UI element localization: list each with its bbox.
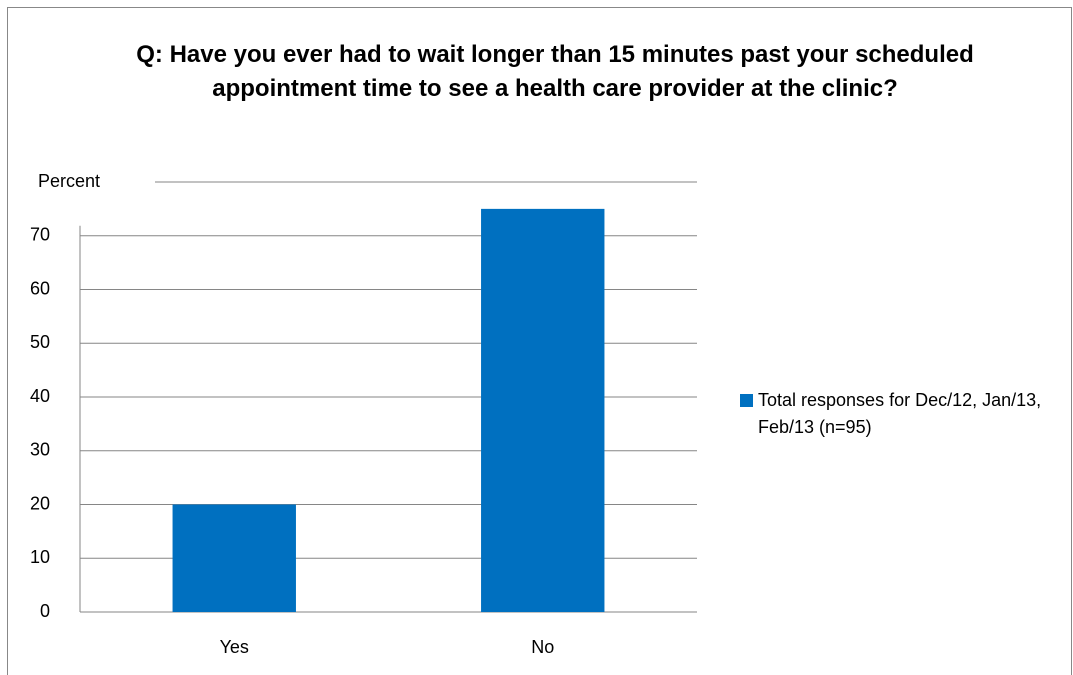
bar [481, 208, 605, 612]
y-tick-label: 30 [30, 440, 50, 460]
y-tick-label: 10 [30, 547, 50, 567]
legend: Total responses for Dec/12, Jan/13, Feb/… [740, 387, 1073, 441]
legend-swatch [740, 394, 753, 407]
y-tick-label: 20 [30, 493, 50, 513]
y-tick-label: 0 [40, 601, 50, 621]
y-tick-label: 50 [30, 332, 50, 352]
y-tick-label: 60 [30, 278, 50, 298]
chart-border [7, 7, 1072, 675]
legend-label: Total responses for Dec/12, Jan/13, Feb/… [758, 390, 1042, 437]
y-tick-label: 70 [30, 225, 50, 245]
y-axis-label: Percent [38, 171, 100, 191]
x-tick-label: Yes [220, 637, 249, 657]
y-tick-label: 40 [30, 386, 50, 406]
chart-title: Q: Have you ever had to wait longer than… [136, 41, 974, 102]
bar [172, 504, 296, 612]
x-tick-label: No [531, 637, 554, 657]
